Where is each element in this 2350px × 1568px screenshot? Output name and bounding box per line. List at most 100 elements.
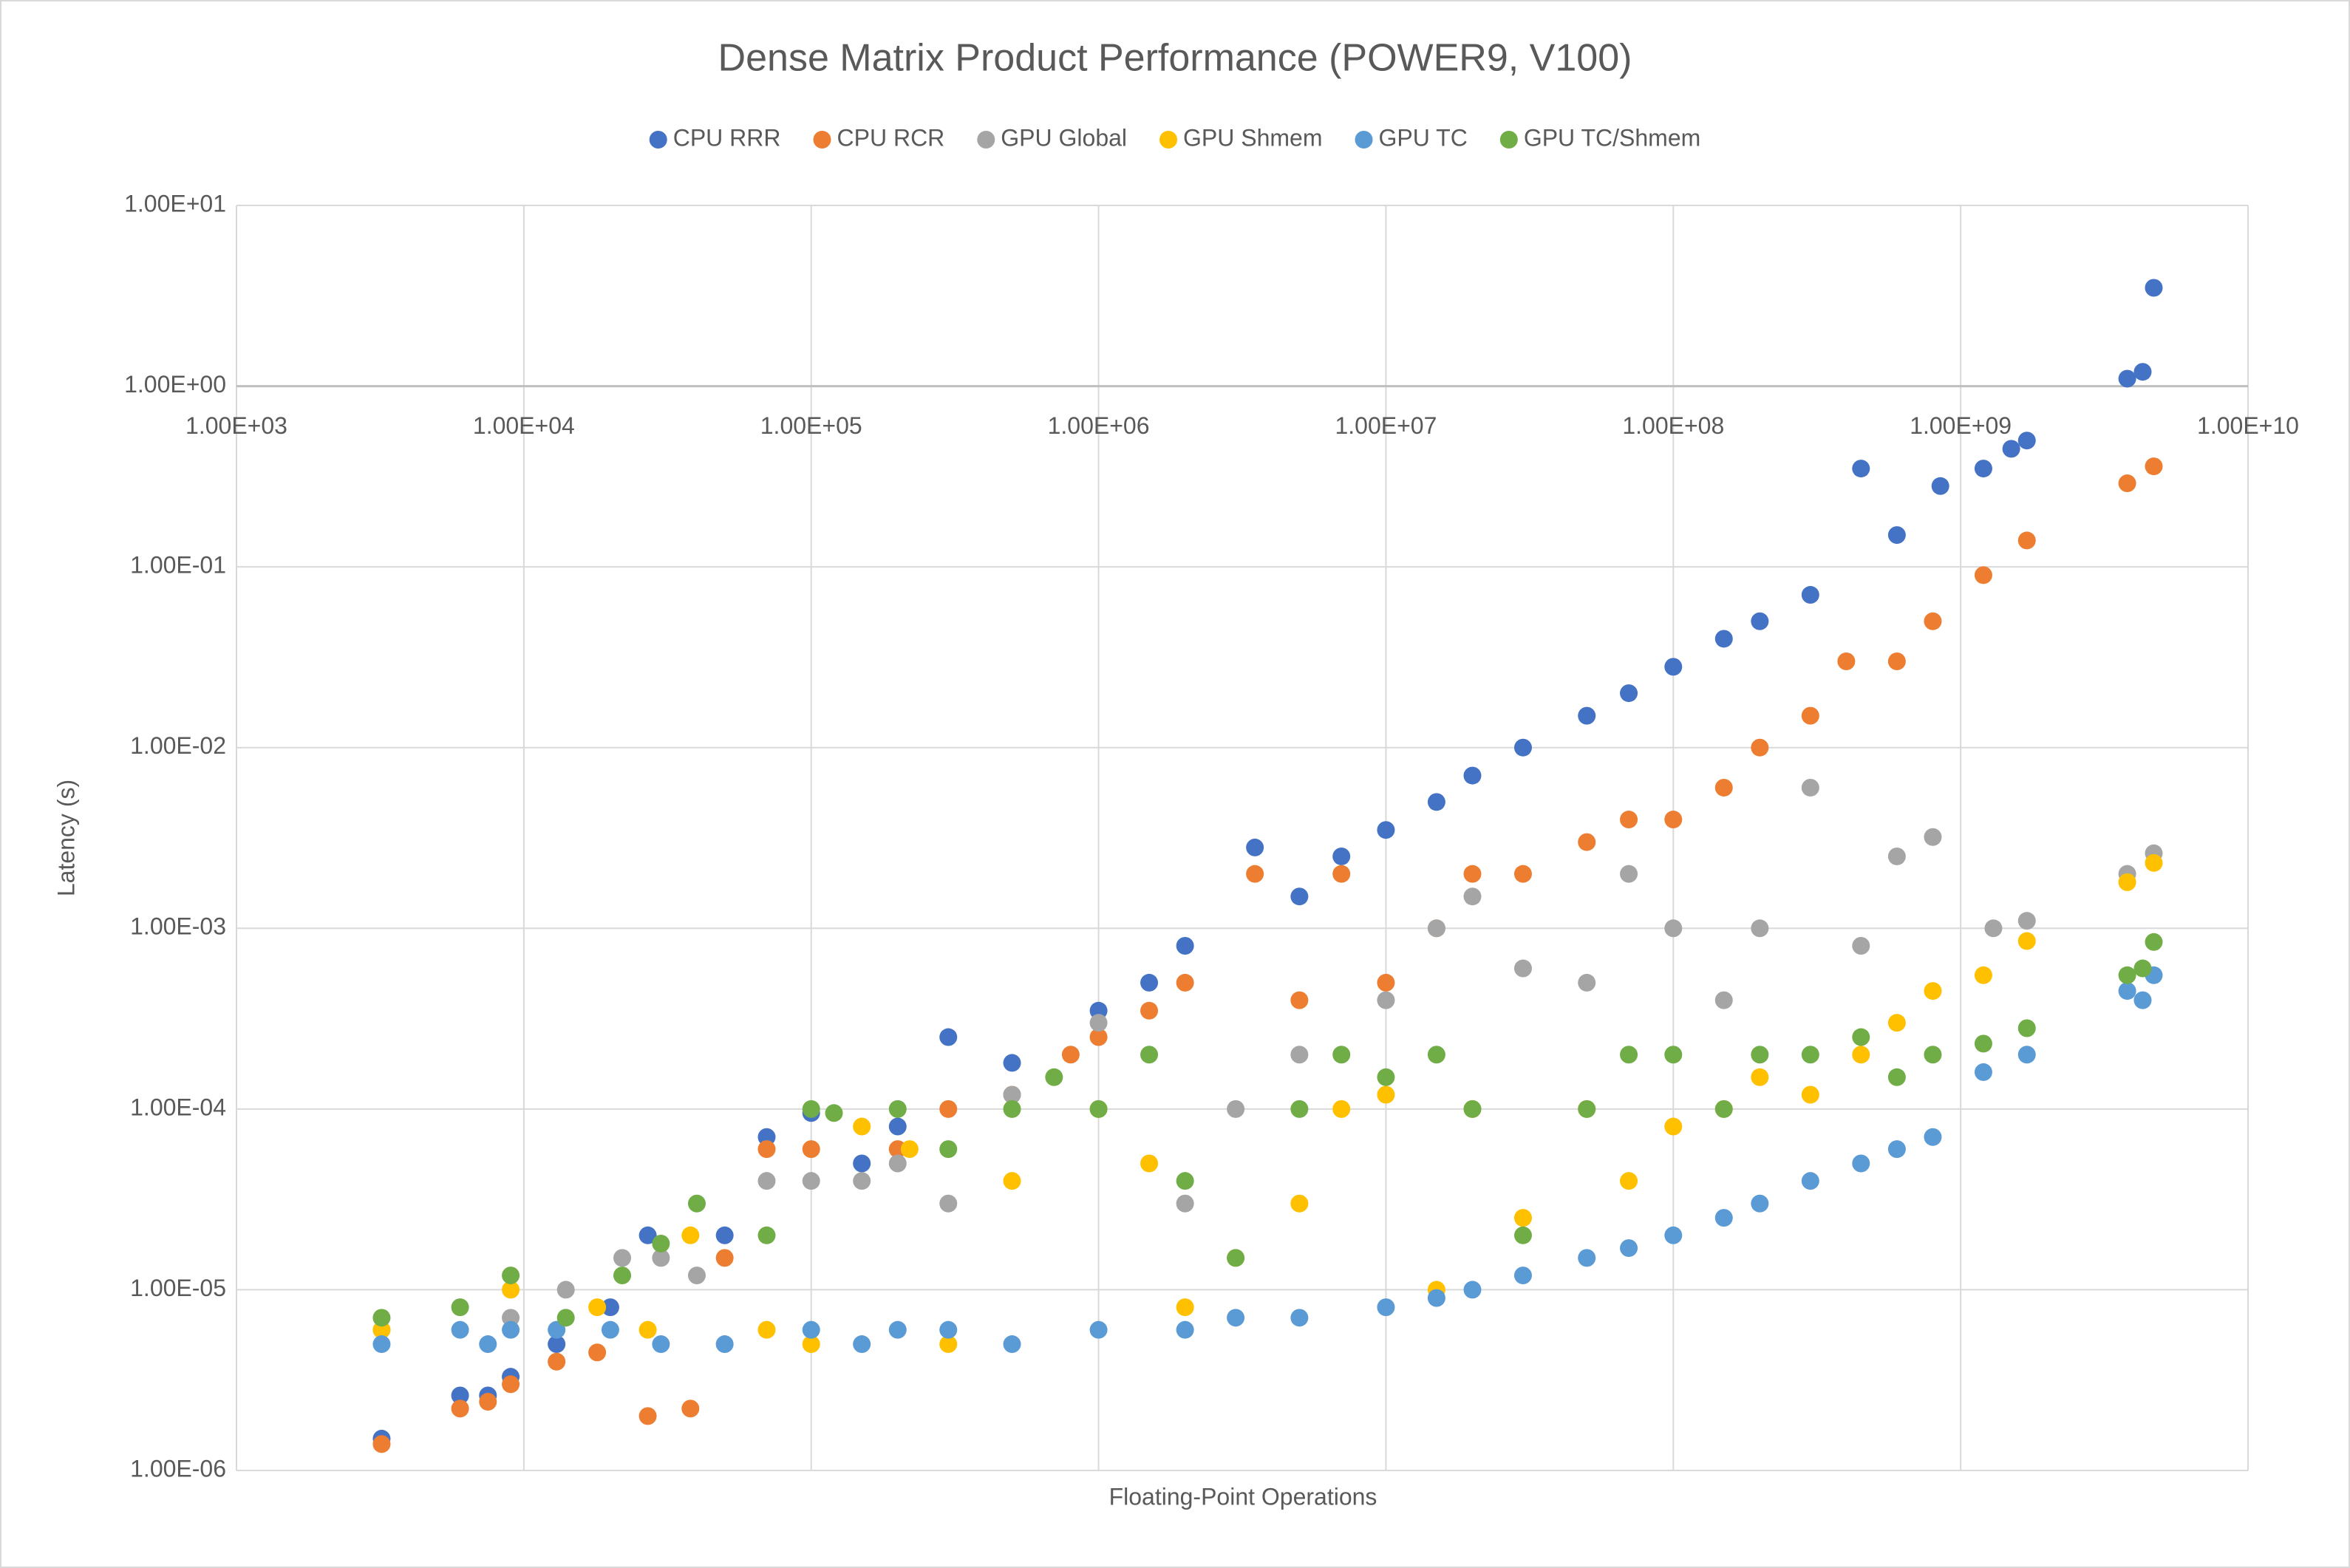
data-point: [1332, 865, 1351, 883]
data-point: [939, 1140, 958, 1159]
data-point: [1578, 973, 1596, 992]
data-point: [1045, 1068, 1063, 1086]
data-point: [1003, 1172, 1021, 1190]
data-point: [1377, 1085, 1395, 1104]
data-point: [1801, 1046, 1819, 1064]
data-point: [2017, 932, 2036, 950]
y-axis-label: Latency (s): [52, 780, 79, 896]
data-point: [1513, 1209, 1532, 1227]
data-point: [479, 1393, 497, 1411]
data-point: [1176, 1194, 1194, 1213]
x-axis-label: Floating-Point Operations: [1109, 1483, 1377, 1510]
data-point: [652, 1249, 670, 1267]
data-point: [687, 1267, 706, 1285]
data-point: [1852, 1028, 1870, 1046]
data-point: [1984, 919, 2003, 938]
data-point: [1140, 1001, 1159, 1020]
data-point: [1332, 1100, 1351, 1118]
legend-marker: [649, 131, 667, 149]
data-point: [652, 1335, 670, 1354]
data-point: [372, 1435, 391, 1453]
data-point: [888, 1320, 907, 1339]
data-point: [548, 1320, 566, 1339]
data-point: [1714, 991, 1733, 1009]
data-point: [556, 1281, 575, 1299]
data-point: [1931, 477, 1949, 495]
data-point: [1578, 833, 1596, 851]
data-point: [1714, 1209, 1733, 1227]
data-point: [1089, 1028, 1108, 1046]
data-point: [802, 1335, 820, 1354]
data-point: [451, 1298, 469, 1317]
data-point: [715, 1226, 734, 1244]
data-point: [853, 1154, 871, 1173]
y-tick-label: 1.00E-04: [130, 1094, 226, 1120]
data-point: [588, 1298, 607, 1317]
data-point: [1887, 526, 1906, 545]
data-point: [900, 1140, 919, 1159]
data-point: [687, 1194, 706, 1213]
data-point: [1332, 847, 1351, 865]
data-point: [1513, 959, 1532, 978]
data-point: [853, 1335, 871, 1354]
data-point: [556, 1309, 575, 1327]
legend-label: GPU TC: [1379, 124, 1468, 151]
data-point: [681, 1226, 700, 1244]
data-point: [588, 1343, 607, 1362]
data-point: [1290, 991, 1309, 1009]
legend-marker: [977, 131, 995, 149]
data-point: [1801, 1172, 1819, 1190]
data-point: [1887, 1014, 1906, 1032]
data-point: [2017, 1046, 2036, 1064]
data-point: [1290, 1309, 1309, 1327]
data-point: [1801, 1085, 1819, 1104]
data-point: [1837, 652, 1856, 671]
data-point: [1463, 766, 1482, 785]
data-point: [638, 1320, 657, 1339]
data-point: [1620, 1046, 1638, 1064]
legend-label: GPU Global: [1001, 124, 1127, 151]
data-point: [1290, 1100, 1309, 1118]
data-point: [1427, 793, 1445, 811]
data-point: [502, 1281, 520, 1299]
data-point: [1176, 1320, 1194, 1339]
data-point: [502, 1267, 520, 1285]
x-tick-label: 1.00E+10: [2197, 412, 2299, 439]
data-point: [1377, 821, 1395, 839]
data-point: [1620, 1239, 1638, 1258]
data-point: [548, 1352, 566, 1371]
data-point: [853, 1117, 871, 1136]
y-tick-label: 1.00E+01: [124, 190, 226, 217]
y-tick-label: 1.00E-01: [130, 552, 226, 579]
data-point: [939, 1100, 958, 1118]
data-point: [1290, 1194, 1309, 1213]
data-point: [1003, 1085, 1021, 1104]
data-point: [2017, 1019, 2036, 1037]
data-point: [1974, 460, 1992, 478]
data-point: [1513, 1267, 1532, 1285]
x-tick-label: 1.00E+08: [1622, 412, 1724, 439]
data-point: [802, 1320, 820, 1339]
data-point: [1751, 738, 1769, 757]
data-point: [548, 1335, 566, 1354]
data-point: [2133, 363, 2152, 381]
data-point: [613, 1267, 632, 1285]
data-point: [1578, 1249, 1596, 1267]
legend-marker: [1499, 131, 1518, 149]
data-point: [613, 1249, 632, 1267]
chart-title: Dense Matrix Product Performance (POWER9…: [718, 37, 1632, 80]
data-point: [601, 1320, 619, 1339]
data-point: [1924, 982, 1942, 1001]
data-point: [638, 1407, 657, 1425]
data-point: [1887, 1140, 1906, 1159]
data-point: [1290, 887, 1309, 906]
data-point: [2118, 982, 2136, 1001]
data-point: [757, 1226, 776, 1244]
data-point: [715, 1249, 734, 1267]
data-point: [715, 1335, 734, 1354]
data-point: [1513, 865, 1532, 883]
data-point: [1801, 586, 1819, 604]
data-point: [451, 1386, 469, 1405]
